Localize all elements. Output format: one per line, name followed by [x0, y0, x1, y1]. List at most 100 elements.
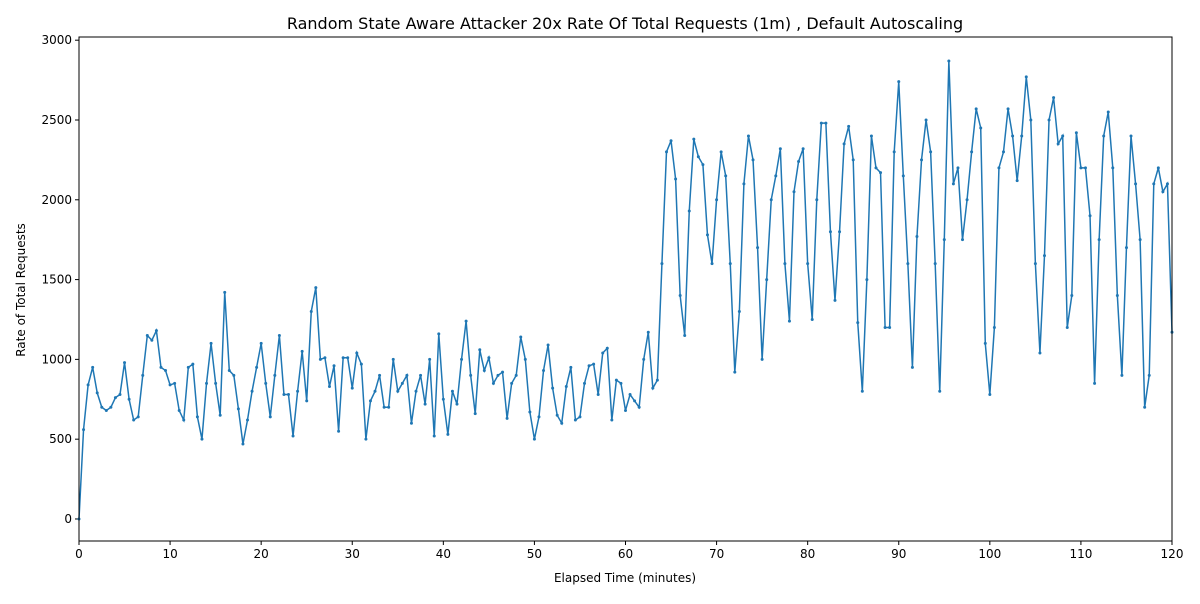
data-point — [510, 381, 514, 385]
data-point — [651, 386, 655, 390]
x-tick-label: 70 — [709, 547, 724, 561]
data-point — [1111, 166, 1115, 170]
data-point — [1029, 118, 1033, 122]
data-point — [519, 335, 523, 339]
data-point — [851, 158, 855, 162]
data-point — [441, 397, 445, 401]
x-tick-label: 10 — [162, 547, 177, 561]
y-tick-label: 2500 — [41, 113, 72, 127]
data-point — [1120, 373, 1124, 377]
data-point — [1038, 351, 1042, 355]
data-point — [154, 329, 158, 333]
data-point — [259, 341, 263, 345]
data-point — [910, 365, 914, 369]
data-point — [82, 428, 86, 432]
x-tick-label: 80 — [800, 547, 815, 561]
data-point — [1047, 118, 1051, 122]
data-point — [1024, 75, 1028, 79]
data-point — [1138, 238, 1142, 242]
data-point — [555, 413, 559, 417]
data-point — [701, 163, 705, 167]
data-point — [942, 238, 946, 242]
data-point — [856, 321, 860, 325]
data-point — [505, 416, 509, 420]
data-point — [1093, 381, 1097, 385]
data-point — [787, 319, 791, 323]
data-point — [696, 155, 700, 159]
data-point — [838, 230, 842, 234]
x-tick-label: 90 — [891, 547, 906, 561]
data-point — [879, 171, 883, 175]
data-point — [91, 365, 95, 369]
data-point — [537, 415, 541, 419]
data-point — [869, 134, 873, 138]
data-point — [646, 330, 650, 334]
data-point — [628, 392, 632, 396]
data-point — [127, 397, 131, 401]
data-point — [624, 408, 627, 412]
data-point — [273, 373, 277, 377]
data-point — [218, 413, 222, 417]
data-point — [660, 262, 664, 266]
data-point — [883, 325, 887, 329]
data-point — [951, 182, 955, 186]
data-point — [173, 381, 177, 385]
x-tick-label: 100 — [978, 547, 1001, 561]
data-point — [542, 369, 546, 373]
data-point — [733, 370, 737, 374]
data-point — [1129, 134, 1133, 138]
data-point — [409, 421, 413, 425]
data-point — [719, 150, 723, 154]
data-point — [797, 159, 801, 163]
data-point — [888, 325, 892, 329]
data-point — [815, 198, 819, 202]
data-point — [186, 365, 190, 369]
data-point — [241, 442, 245, 446]
data-point — [113, 396, 117, 400]
y-axis-label: Rate of Total Requests — [14, 223, 28, 357]
data-point — [569, 365, 573, 369]
data-point — [464, 319, 468, 323]
data-point — [532, 437, 536, 441]
data-point — [282, 392, 286, 396]
data-point — [1042, 254, 1046, 258]
data-point — [614, 378, 618, 382]
data-point — [915, 234, 919, 238]
x-tick-label: 120 — [1161, 547, 1184, 561]
data-point — [669, 139, 673, 143]
data-point — [469, 373, 473, 377]
data-point — [1102, 134, 1106, 138]
data-point — [1143, 405, 1147, 409]
data-point — [232, 373, 236, 377]
data-point — [578, 415, 582, 419]
data-point — [1006, 107, 1010, 111]
x-tick-label: 40 — [436, 547, 451, 561]
data-point — [806, 262, 810, 266]
data-point — [792, 190, 796, 194]
x-tick-label: 60 — [618, 547, 633, 561]
data-point — [947, 59, 951, 63]
y-tick-label: 3000 — [41, 33, 72, 47]
data-point — [965, 198, 969, 202]
data-point — [637, 405, 641, 409]
data-point — [250, 389, 254, 393]
data-point — [674, 177, 678, 181]
data-point — [769, 198, 773, 202]
data-point — [605, 346, 609, 350]
data-point — [961, 238, 965, 242]
data-point — [1088, 214, 1092, 218]
data-point — [214, 381, 218, 385]
data-point — [1015, 179, 1019, 183]
data-point — [455, 402, 459, 406]
data-point — [95, 391, 99, 395]
data-point — [751, 158, 755, 162]
data-point — [1165, 182, 1169, 186]
data-point — [564, 385, 568, 389]
data-point — [1011, 134, 1015, 138]
data-point — [318, 357, 322, 361]
data-point — [956, 166, 960, 170]
data-point — [305, 399, 309, 403]
data-point — [191, 362, 195, 366]
data-point — [100, 405, 104, 409]
data-point — [1070, 294, 1074, 298]
